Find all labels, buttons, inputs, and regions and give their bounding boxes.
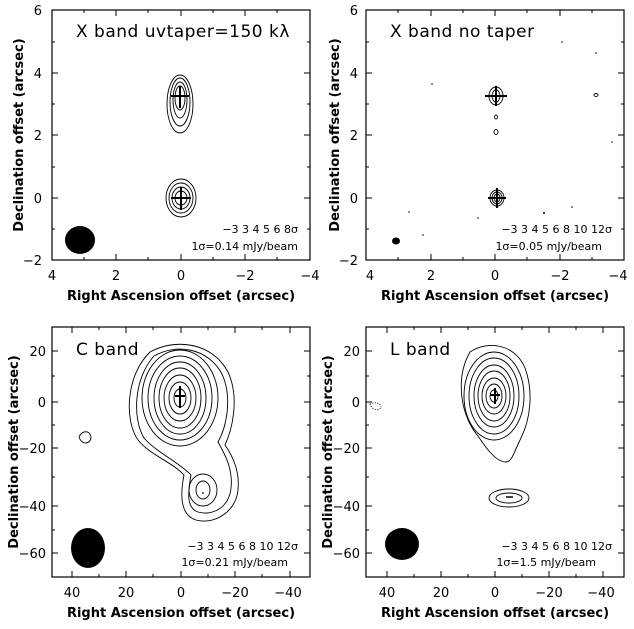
y-tick-label: 2	[350, 129, 358, 144]
y-axis-label: Declination offset (arcsec)	[12, 38, 27, 231]
panel-title: L band	[390, 340, 451, 360]
y-tick-label: 6	[34, 4, 42, 19]
rms-label: 1σ=0.21 mJy/beam	[181, 556, 288, 569]
x-axis-label: Right Ascension offset (arcsec)	[381, 289, 609, 304]
ticks	[365, 10, 625, 261]
y-tick-label: −2	[23, 254, 42, 269]
ticks	[52, 327, 310, 577]
panel-title: X band uvtaper=150 kλ	[76, 22, 290, 42]
ticks	[51, 10, 311, 261]
y-tick-label: −20	[333, 442, 360, 457]
x-axis-label: Right Ascension offset (arcsec)	[381, 606, 609, 621]
y-tick-label: 0	[38, 396, 46, 411]
panel-l-band: L band −3 3 4 5 6 8 10 12σ 1σ=1.5 mJy/be…	[321, 326, 625, 621]
x-tick-label: −40	[274, 586, 301, 601]
y-tick-label: −40	[333, 500, 360, 515]
y-tick-label: −60	[333, 547, 360, 562]
rms-label: 1σ=0.05 mJy/beam	[495, 240, 602, 253]
x-tick-label: −20	[221, 586, 248, 601]
x-tick-label: −40	[587, 586, 614, 601]
y-tick-label: 20	[343, 345, 360, 360]
x-axis-label: Right Ascension offset (arcsec)	[67, 289, 295, 304]
rms-label: 1σ=0.14 mJy/beam	[191, 240, 298, 253]
contours	[369, 345, 531, 508]
source-markers	[171, 86, 191, 210]
contour-levels-label: −3 3 4 5 6 8 10 12σ	[187, 540, 298, 553]
y-tick-label: 6	[350, 4, 358, 19]
x-tick-label: 2	[427, 269, 435, 284]
x-tick-label: 2	[112, 269, 120, 284]
y-tick-label: 2	[34, 129, 42, 144]
panel-c-band: C band −3 3 4 5 6 8 10 12σ 1σ=0.21 mJy/b…	[7, 326, 311, 621]
panel-x-taper: X band uvtaper=150 kλ −3 3 4 5 6 8σ 1σ=0…	[12, 4, 320, 304]
x-tick-label: 40	[379, 586, 396, 601]
x-tick-label: −2	[550, 269, 569, 284]
contour-levels-label: −3 3 4 5 6 8σ	[222, 223, 298, 236]
x-tick-label: 4	[48, 269, 56, 284]
y-tick-label: 20	[29, 345, 46, 360]
rms-label: 1σ=1.5 mJy/beam	[496, 556, 596, 569]
x-tick-label: −20	[535, 586, 562, 601]
x-tick-label: 20	[118, 586, 135, 601]
beam-ellipse	[392, 237, 400, 245]
y-axis-label: Declination offset (arcsec)	[328, 38, 343, 231]
y-tick-label: 0	[350, 192, 358, 207]
source-markers	[175, 386, 185, 408]
y-axis-label: Declination offset (arcsec)	[321, 355, 336, 548]
y-tick-label: 4	[34, 67, 42, 82]
contour-levels-label: −3 3 4 5 6 8 10 12σ	[501, 223, 612, 236]
panel-title: X band no taper	[390, 22, 535, 42]
x-tick-label: 0	[177, 269, 185, 284]
x-tick-label: 40	[64, 586, 81, 601]
noise-speck	[202, 492, 204, 494]
x-tick-label: 20	[433, 586, 450, 601]
x-axis-label: Right Ascension offset (arcsec)	[67, 606, 295, 621]
contours	[488, 86, 599, 207]
y-tick-label: −20	[19, 442, 46, 457]
beam-ellipse	[385, 528, 419, 560]
noise-specks	[408, 41, 613, 236]
panel-x-notaper: X band no taper −3 3 4 5 6 8 10 12σ 1σ=0…	[328, 4, 628, 304]
panel-title: C band	[76, 340, 139, 360]
x-tick-label: −4	[608, 269, 627, 284]
x-tick-label: −2	[235, 269, 254, 284]
y-tick-label: −40	[19, 500, 46, 515]
y-tick-label: 0	[352, 396, 360, 411]
y-tick-label: −2	[339, 254, 358, 269]
source-markers	[490, 388, 500, 404]
x-tick-label: 0	[491, 269, 499, 284]
y-tick-label: −60	[19, 547, 46, 562]
x-tick-label: 0	[491, 586, 499, 601]
beam-ellipse	[71, 528, 105, 568]
x-tick-label: −4	[300, 269, 319, 284]
x-tick-label: 0	[177, 586, 185, 601]
source-markers	[485, 86, 507, 208]
y-tick-label: 4	[350, 67, 358, 82]
contours	[78, 343, 239, 522]
contour-levels-label: −3 3 4 5 6 8 10 12σ	[501, 540, 612, 553]
x-tick-label: 4	[366, 269, 374, 284]
y-axis-label: Declination offset (arcsec)	[7, 355, 22, 548]
ticks	[366, 327, 624, 577]
y-tick-label: 0	[34, 192, 42, 207]
beam-ellipse	[65, 226, 95, 254]
